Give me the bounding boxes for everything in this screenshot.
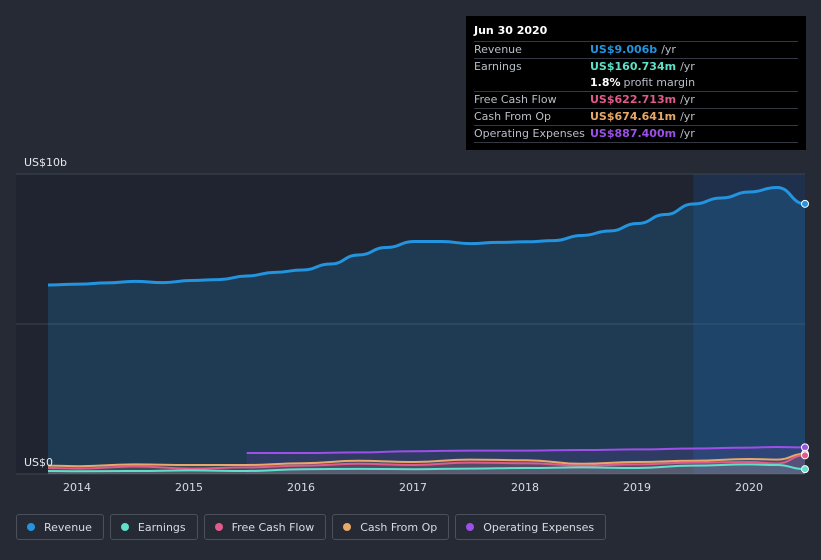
legend-label: Operating Expenses	[483, 520, 595, 534]
tooltip-label: Earnings	[474, 60, 522, 73]
series-area-free-cash-flow	[48, 455, 805, 474]
legend-item-cash-from-op[interactable]: Cash From Op	[332, 514, 450, 540]
series-end-point-revenue	[801, 199, 809, 208]
series-line-operating-expenses	[246, 446, 806, 454]
y-tick-label: US$10b	[24, 156, 68, 169]
data-tooltip: Jun 30 2020 Revenue US$9.006b /yr Earnin…	[466, 16, 806, 150]
series-area-revenue	[48, 187, 805, 474]
tooltip-row-operating-expenses: Operating Expenses US$887.400m /yr	[474, 126, 798, 143]
x-tick-label: 2015	[175, 481, 203, 494]
legend-dot-icon	[214, 523, 223, 531]
tooltip-unit: /yr	[680, 127, 695, 140]
legend-dot-icon	[27, 523, 35, 531]
x-tick-label: 2017	[399, 481, 427, 494]
tooltip-value: US$622.713m	[590, 93, 677, 106]
tooltip-value: 1.8%	[590, 76, 621, 89]
legend-dot-icon	[120, 523, 129, 531]
series-line-revenue	[47, 186, 806, 287]
tooltip-label: Free Cash Flow	[474, 93, 557, 106]
tooltip-date: Jun 30 2020	[474, 22, 798, 42]
chart-legend: Revenue Earnings Free Cash Flow Cash Fro…	[16, 514, 612, 540]
legend-label: Revenue	[44, 520, 92, 534]
tooltip-value: US$9.006b	[590, 43, 658, 56]
x-tick-label: 2020	[735, 481, 763, 494]
x-tick-label: 2016	[287, 481, 315, 494]
tooltip-unit: profit margin	[623, 76, 696, 89]
legend-dot-icon	[343, 523, 352, 531]
x-tick-label: 2019	[623, 481, 651, 494]
series-line-cash-from-op	[47, 452, 806, 468]
tooltip-unit: /yr	[680, 60, 695, 73]
tooltip-label	[474, 75, 590, 91]
series-line-free-cash-flow	[47, 454, 806, 470]
tooltip-label: Cash From Op	[474, 110, 552, 123]
legend-label: Earnings	[137, 520, 186, 534]
chart-area	[16, 173, 809, 475]
tooltip-unit: /yr	[661, 43, 676, 56]
legend-label: Free Cash Flow	[231, 520, 315, 534]
tooltip-row-margin: 1.8% profit margin	[474, 75, 798, 92]
x-tick-label: 2014	[63, 481, 91, 494]
tooltip-label: Operating Expenses	[474, 127, 585, 140]
tooltip-row-cash-from-op: Cash From Op US$674.641m /yr	[474, 109, 798, 126]
y-tick-label: US$0	[24, 456, 54, 469]
series-end-point-free-cash-flow	[801, 451, 809, 460]
x-tick-label: 2018	[511, 481, 539, 494]
tooltip-unit: /yr	[680, 93, 695, 106]
tooltip-value: US$887.400m	[590, 127, 677, 140]
legend-item-free-cash-flow[interactable]: Free Cash Flow	[203, 514, 327, 540]
tooltip-row-free-cash-flow: Free Cash Flow US$622.713m /yr	[474, 92, 798, 109]
tooltip-row-earnings: Earnings US$160.734m /yr	[474, 59, 798, 75]
series-line-earnings	[47, 463, 806, 473]
legend-item-earnings[interactable]: Earnings	[109, 514, 198, 540]
tooltip-label: Revenue	[474, 43, 522, 56]
legend-item-revenue[interactable]: Revenue	[16, 514, 104, 540]
tooltip-row-revenue: Revenue US$9.006b /yr	[474, 42, 798, 59]
tooltip-value: US$674.641m	[590, 110, 677, 123]
legend-label: Cash From Op	[360, 520, 438, 534]
series-end-point-earnings	[801, 465, 809, 474]
tooltip-value: US$160.734m	[590, 60, 677, 73]
legend-item-operating-expenses[interactable]: Operating Expenses	[455, 514, 607, 540]
tooltip-unit: /yr	[680, 110, 695, 123]
legend-dot-icon	[466, 523, 475, 531]
